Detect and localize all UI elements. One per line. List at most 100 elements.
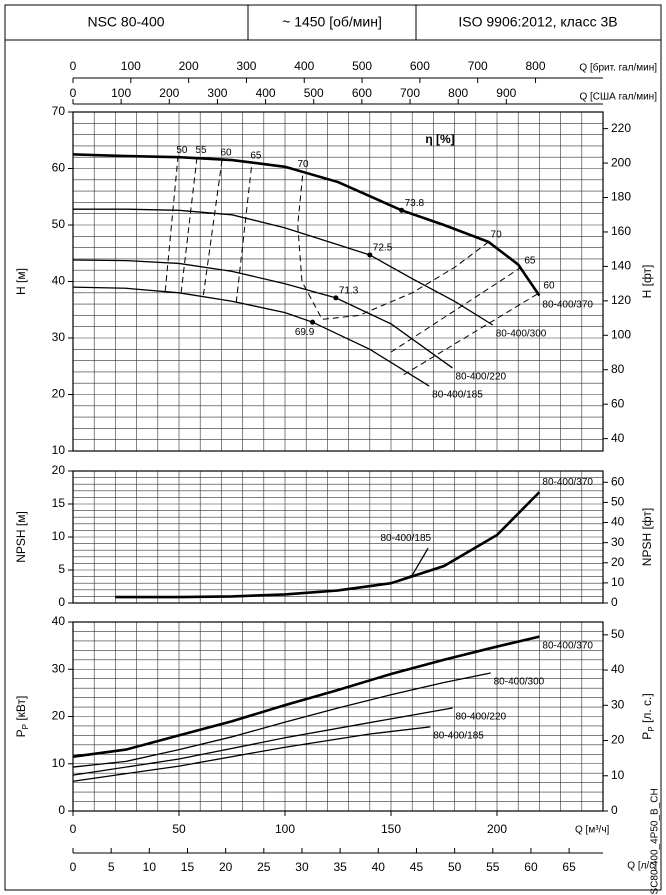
y-tick-label: 20 [52, 463, 66, 477]
x-axis-title: Q [м³/ч] [575, 825, 610, 836]
x3-tick-label: 600 [352, 86, 372, 100]
efficiency-value: 50 [176, 145, 188, 156]
efficiency-line [235, 162, 253, 303]
efficiency-line [164, 157, 179, 292]
efficiency-line [403, 292, 540, 376]
x3-tick-label: 500 [304, 86, 324, 100]
y-tick-label: 50 [52, 217, 66, 231]
curve-label: 80-400/370 [542, 299, 593, 310]
y-tick-label: 20 [52, 709, 66, 723]
header-model: NSC 80-400 [87, 14, 164, 30]
x3-tick-label: 200 [159, 86, 179, 100]
bep-label: 69.9 [295, 327, 315, 338]
curve-label: 80-400/185 [380, 533, 431, 544]
bep-label: 71.3 [339, 286, 359, 297]
y2-axis-title: H [фт] [640, 265, 654, 299]
header-standard: ISO 9906:2012, класс 3B [458, 14, 617, 30]
efficiency-line [180, 157, 198, 293]
x2-axis-title: Q [брит. гал/мин] [579, 62, 657, 74]
efficiency-value: 65 [524, 256, 536, 267]
y2-tick-label: 100 [611, 327, 631, 341]
x2-tick-label: 800 [526, 59, 546, 73]
x2-tick-label: 400 [294, 59, 314, 73]
x-tick-label: 50 [172, 822, 186, 836]
y-tick-label: 70 [52, 104, 66, 118]
curve-label: 80-400/300 [496, 329, 547, 340]
x2-tick-label: 35 [333, 860, 347, 874]
y-tick-label: 10 [52, 756, 66, 770]
y2-axis-title: PP [л. с.] [640, 693, 656, 739]
y2-tick-label: 160 [611, 224, 631, 238]
y2-tick-label: 40 [611, 431, 625, 445]
y-tick-label: 15 [52, 496, 66, 510]
y-tick-label: 40 [52, 274, 66, 288]
curve-label: 80-400/220 [455, 712, 506, 723]
x2-tick-label: 100 [121, 59, 141, 73]
y-tick-label: 0 [58, 595, 65, 609]
y-tick-label: 60 [52, 161, 66, 175]
y2-tick-label: 180 [611, 190, 631, 204]
x2-tick-label: 0 [70, 59, 77, 73]
x2-tick-label: 700 [468, 59, 488, 73]
x2-tick-label: 30 [295, 860, 309, 874]
x-tick-label: 150 [381, 822, 401, 836]
curve-label: 80-400/220 [455, 372, 506, 383]
x3-tick-label: 900 [496, 86, 516, 100]
curve [72, 672, 491, 768]
y-axis-title-unit: [кВт] [14, 696, 28, 724]
y2-tick-label: 30 [611, 697, 625, 711]
x2-tick-label: 300 [236, 59, 256, 73]
curve-label: 80-400/370 [542, 640, 593, 651]
y2-tick-label: 10 [611, 768, 625, 782]
y2-tick-label: 220 [611, 121, 631, 135]
curve [73, 208, 494, 326]
y-tick-label: 10 [52, 443, 66, 457]
efficiency-value: 60 [543, 280, 555, 291]
x3-axis-title: Q [США гал/мин] [579, 92, 657, 103]
y-tick-label: 20 [52, 387, 66, 401]
y-tick-label: 30 [52, 330, 66, 344]
y2-tick-label: 140 [611, 259, 631, 273]
x2-tick-label: 25 [257, 860, 271, 874]
header-speed: ~ 1450 [об/мин] [282, 14, 382, 30]
curve [72, 286, 430, 387]
bep-label: 73.8 [405, 198, 425, 209]
y2-axis-title-symbol: P [640, 732, 654, 740]
curve [72, 635, 540, 758]
x-tick-label: 0 [70, 822, 77, 836]
x2-tick-label: 20 [219, 860, 233, 874]
y-tick-label: 30 [52, 661, 66, 675]
efficiency-value: 70 [297, 159, 309, 170]
x2-axis-title: Q [л/с] [627, 861, 657, 872]
y2-axis-title-sub: P [647, 726, 656, 731]
y-axis-title: H [м] [14, 268, 28, 295]
efficiency-value: 55 [195, 145, 207, 156]
y2-tick-label: 40 [611, 515, 625, 529]
x2-tick-label: 5 [108, 860, 115, 874]
bep-point [310, 319, 316, 325]
y-axis-title-symbol: P [14, 729, 28, 737]
efficiency-line [202, 159, 223, 296]
y2-tick-label: 60 [611, 396, 625, 410]
y2-tick-label: 20 [611, 555, 625, 569]
y2-tick-label: 50 [611, 627, 625, 641]
y-axis-title: NPSH [м] [14, 511, 28, 563]
x2-tick-label: 45 [410, 860, 424, 874]
x3-tick-label: 100 [111, 86, 131, 100]
y2-tick-label: 60 [611, 474, 625, 488]
y2-tick-label: 10 [611, 575, 625, 589]
efficiency-label: η [%] [425, 132, 454, 146]
chart-code: NSC80-400_4P50_B_CH [650, 788, 661, 895]
y2-tick-label: 40 [611, 662, 625, 676]
curve [72, 707, 453, 776]
y2-tick-label: 120 [611, 293, 631, 307]
curve [390, 547, 429, 584]
x-tick-label: 100 [275, 822, 295, 836]
x2-tick-label: 50 [448, 860, 462, 874]
efficiency-value: 70 [491, 230, 503, 241]
y-axis-title-sub: P [21, 724, 30, 729]
y2-tick-label: 80 [611, 362, 625, 376]
curve-label: 80-400/370 [542, 477, 593, 488]
y-tick-label: 40 [52, 614, 66, 628]
